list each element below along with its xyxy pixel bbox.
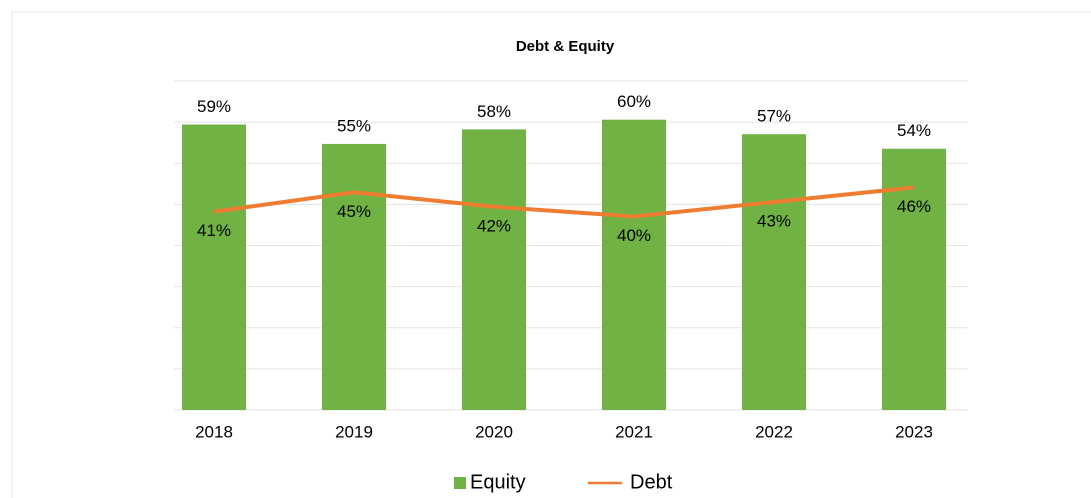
data-label: 58% — [477, 102, 511, 121]
bar — [882, 148, 946, 410]
bar — [602, 119, 666, 411]
line — [213, 185, 915, 219]
bar — [462, 129, 526, 410]
x-tick-label: 2021 — [615, 422, 653, 441]
data-label: 54% — [897, 121, 931, 140]
frame — [11, 11, 1091, 498]
x-tick-label: 2023 — [895, 422, 933, 441]
chart-title: Debt & Equity — [516, 38, 615, 55]
data-label: 60% — [617, 92, 651, 111]
x-tick-label: 2019 — [335, 422, 373, 441]
data-label: 46% — [897, 197, 931, 216]
legend-label: Equity — [470, 471, 526, 493]
data-label: 45% — [337, 202, 371, 221]
data-label: 40% — [617, 226, 651, 245]
data-label: 57% — [757, 107, 791, 126]
data-label: 59% — [197, 97, 231, 116]
bar — [182, 124, 246, 410]
data-label: 42% — [477, 216, 511, 235]
x-tick-label: 2018 — [195, 422, 233, 441]
x-tick-label: 2022 — [755, 422, 793, 441]
data-label: 41% — [197, 221, 231, 240]
data-label: 55% — [337, 116, 371, 135]
legend-label: Debt — [630, 471, 673, 493]
legend-swatch — [454, 477, 466, 489]
x-tick-label: 2020 — [475, 422, 513, 441]
bar — [322, 143, 386, 410]
bar — [742, 134, 806, 410]
data-label: 43% — [757, 211, 791, 230]
